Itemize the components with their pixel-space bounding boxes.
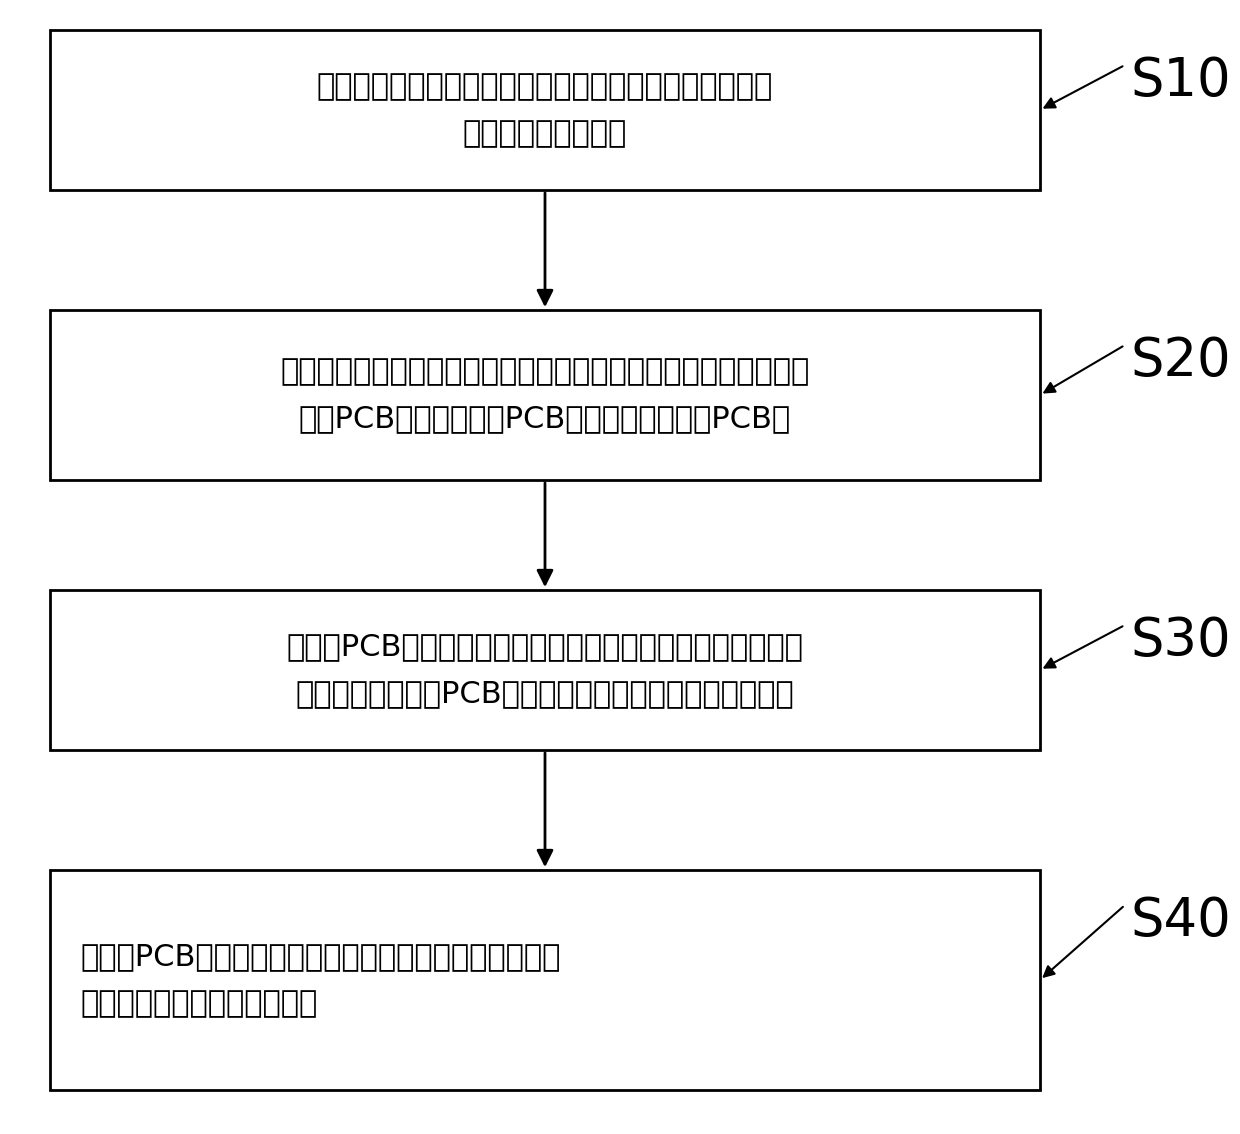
Text: 根据流胶量选择匹配的半固化片，并将所述内层芯板、半固化片、
上层PCB子板以及下层PCB子板压合形成所述PCB；: 根据流胶量选择匹配的半固化片，并将所述内层芯板、半固化片、 上层PCB子板以及下… [280, 357, 810, 433]
Text: S30: S30 [1130, 615, 1230, 667]
Text: S10: S10 [1130, 56, 1230, 107]
Text: 提供一张内层芯板，对所述内层芯板进行第一次电镀，并
制作内层线路图形；: 提供一张内层芯板，对所述内层芯板进行第一次电镀，并 制作内层线路图形； [317, 71, 773, 149]
Bar [50, 310, 1040, 480]
Bar [50, 29, 1040, 191]
Bar [50, 590, 1040, 750]
Text: 对所述PCB进行钻孔和第二次电镀以制作外层线路图形，以及
至少两个贯穿所述PCB且避开所述内层线路图形的拉铜孔；: 对所述PCB进行钻孔和第二次电镀以制作外层线路图形，以及 至少两个贯穿所述PCB… [286, 632, 804, 709]
Text: S40: S40 [1130, 895, 1231, 947]
Text: S20: S20 [1130, 335, 1230, 387]
Text: 将所述PCB烘烤到预定温度后进行喷锡，在所述外层线路
图形的图形区覆盖抗蚀锡层。: 将所述PCB烘烤到预定温度后进行喷锡，在所述外层线路 图形的图形区覆盖抗蚀锡层。 [81, 942, 560, 1018]
Bar [50, 870, 1040, 1090]
